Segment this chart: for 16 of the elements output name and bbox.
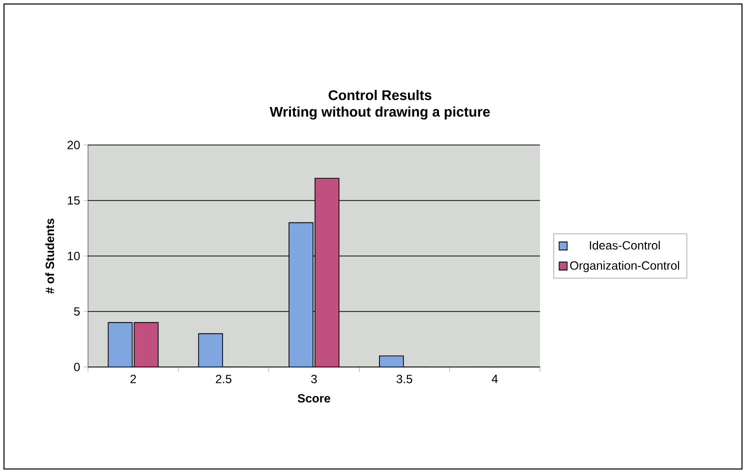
legend-label: Organization-Control [570,260,680,272]
x-tick-label: 3 [311,374,317,384]
x-tick-label: 4 [492,374,498,383]
x-tick-label: 2.5 [216,374,232,384]
chart-title: Control Results [328,90,432,100]
y-axis-title: # of Students [45,218,54,294]
y-tick-label: 20 [68,140,80,150]
legend-label: Ideas-Control [590,240,660,250]
chart-subtitle: Writing without drawing a picture [270,106,490,120]
y-tick-label: 10 [68,252,80,260]
x-tick-label: 3.5 [396,374,412,384]
x-axis-title: Score [298,394,330,403]
y-tick-label: 5 [74,307,80,316]
y-tick-label: 0 [74,362,80,372]
x-tick-label: 2 [130,374,136,384]
y-tick-label: 15 [68,196,80,205]
